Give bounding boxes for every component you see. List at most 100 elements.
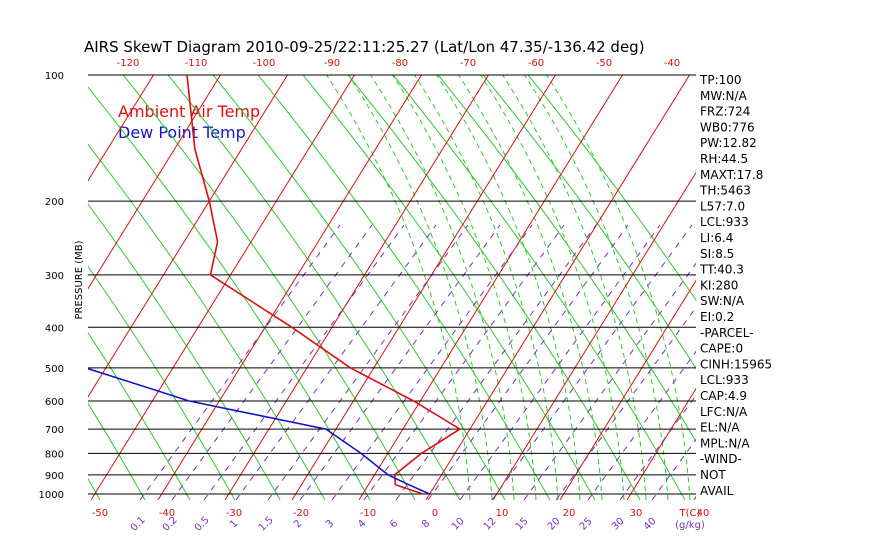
top-temp-tick-5: -70	[460, 58, 476, 69]
isotherm--70	[88, 75, 221, 290]
top-temp-tick-0: -120	[117, 58, 140, 69]
mixing-ratio-label-14: 25	[578, 516, 595, 533]
bottom-temp-tick-2: -30	[226, 508, 242, 519]
mixing-ratio-label-9: 8	[420, 518, 432, 530]
mixing-ratio-label-0: 0.1	[129, 515, 148, 534]
isotherm-20	[559, 279, 696, 500]
mixing-ratio-line-1	[171, 224, 373, 500]
dry-adiabat-7	[122, 75, 416, 500]
bottom-temp-tick-9: 40	[697, 508, 710, 519]
mixing-ratio-label-12: 15	[514, 516, 531, 533]
moist-adiabat-6	[457, 75, 603, 500]
dry-adiabat-13	[392, 75, 686, 500]
index-19: LCL:933	[700, 373, 749, 387]
bottom-temp-tick-5: 0	[432, 508, 438, 519]
moist-adiabat-0	[325, 75, 471, 500]
mixing-ratio-line-11	[491, 224, 693, 500]
index-9: LCL:933	[700, 215, 749, 229]
chart-title: AIRS SkewT Diagram 2010-09-25/22:11:25.2…	[84, 38, 645, 56]
index-7: TH:5463	[699, 184, 751, 198]
moist-adiabat-1	[347, 75, 493, 500]
dry-adiabat-3	[88, 265, 236, 500]
index-14: SW:N/A	[700, 294, 745, 308]
index-5: RH:44.5	[700, 152, 748, 166]
pressure-tick-700: 700	[45, 425, 64, 436]
index-25: NOT	[700, 468, 726, 482]
moist-adiabat-5	[435, 75, 581, 500]
bottom-temp-tick-3: -20	[293, 508, 309, 519]
pressure-tick-600: 600	[45, 397, 64, 408]
moist-adiabat-4	[413, 75, 559, 500]
index-11: SI:8.5	[700, 247, 734, 261]
mixing-ratio-label-10: 10	[450, 516, 467, 533]
index-17: CAPE:0	[700, 342, 743, 356]
dry-adiabat-8	[167, 75, 461, 500]
index-23: MPL:N/A	[700, 436, 750, 450]
bottom-temp-tick-0: -50	[92, 508, 108, 519]
moist-adiabat-8	[501, 75, 647, 500]
mixing-ratio-line-7	[363, 224, 565, 500]
mixing-ratio-label-4: 1.5	[257, 515, 276, 534]
index-12: TT:40.3	[699, 263, 744, 277]
dry-adiabat-14	[437, 75, 696, 443]
bottom-temp-tick-1: -40	[159, 508, 175, 519]
top-temp-tick-4: -80	[392, 58, 408, 69]
pressure-tick-300: 300	[45, 271, 64, 282]
mixing-ratio-line-10	[459, 224, 661, 500]
mixing-ratio-line-2	[203, 224, 405, 500]
dry-adiabat--2	[0, 65, 10, 500]
dry-adiabat-5	[88, 143, 326, 500]
mixing-ratio-line-14	[587, 350, 696, 500]
moist-adiabat-10	[545, 75, 691, 500]
legend-ambient-air-temp: Ambient Air Temp	[118, 102, 260, 121]
dry-adiabat-10	[257, 75, 551, 500]
mixing-ratio-line-12	[523, 262, 696, 500]
pressure-tick-900: 900	[45, 471, 64, 482]
mixing-ratio-line-13	[555, 306, 696, 500]
isotherm--100	[0, 75, 19, 500]
dry-adiabat-1	[88, 402, 146, 500]
pressure-tick-500: 500	[45, 364, 64, 375]
bottom-temp-tick-4: -10	[360, 508, 376, 519]
index-15: EI:0.2	[700, 310, 734, 324]
legend-dew-point-temp: Dew Point Temp	[118, 123, 246, 142]
mixing-ratio-unit-label: (g/kg)	[675, 520, 705, 531]
index-21: LFC:N/A	[700, 405, 748, 419]
isotherm--80	[88, 75, 154, 182]
mixing-ratio-label-16: 40	[642, 516, 659, 533]
isotherm--60	[88, 75, 288, 398]
moist-adiabat-9	[523, 75, 669, 500]
index-2: FRZ:724	[700, 105, 750, 119]
bottom-temp-tick-6: 10	[496, 508, 509, 519]
moist-adiabat-2	[369, 75, 515, 500]
mixing-ratio-line-4	[267, 224, 469, 500]
pressure-tick-200: 200	[45, 197, 64, 208]
index-3: WB0:776	[700, 120, 755, 134]
index-18: CINH:15965	[700, 357, 772, 371]
top-temp-tick-8: -40	[664, 58, 680, 69]
index-6: MAXT:17.8	[700, 168, 763, 182]
dry-adiabat-15	[482, 75, 696, 370]
mixing-ratio-line-8	[395, 224, 597, 500]
mixing-ratio-line-3	[235, 224, 437, 500]
mixing-ratio-label-5: 2	[292, 518, 304, 530]
index-22: EL:N/A	[700, 421, 740, 435]
mixing-ratio-line-5	[299, 224, 501, 500]
dry-adiabat-4	[88, 203, 281, 500]
index-4: PW:12.82	[700, 136, 757, 150]
mixing-ratio-label-15: 30	[610, 516, 627, 533]
pressure-tick-400: 400	[45, 323, 64, 334]
dry-adiabat-9	[212, 75, 506, 500]
mixing-ratio-line-0	[139, 224, 341, 500]
top-temp-tick-3: -90	[324, 58, 340, 69]
index-26: AVAIL	[700, 484, 734, 498]
bottom-temp-tick-7: 20	[563, 508, 576, 519]
pressure-tick-1000: 1000	[39, 490, 64, 501]
dry-adiabat-6	[88, 86, 371, 500]
index-24: -WIND-	[700, 452, 742, 466]
index-8: L57:7.0	[700, 199, 745, 213]
index-20: CAP:4.9	[700, 389, 747, 403]
index-10: LI:6.4	[700, 231, 733, 245]
isotherm-50	[761, 75, 870, 500]
